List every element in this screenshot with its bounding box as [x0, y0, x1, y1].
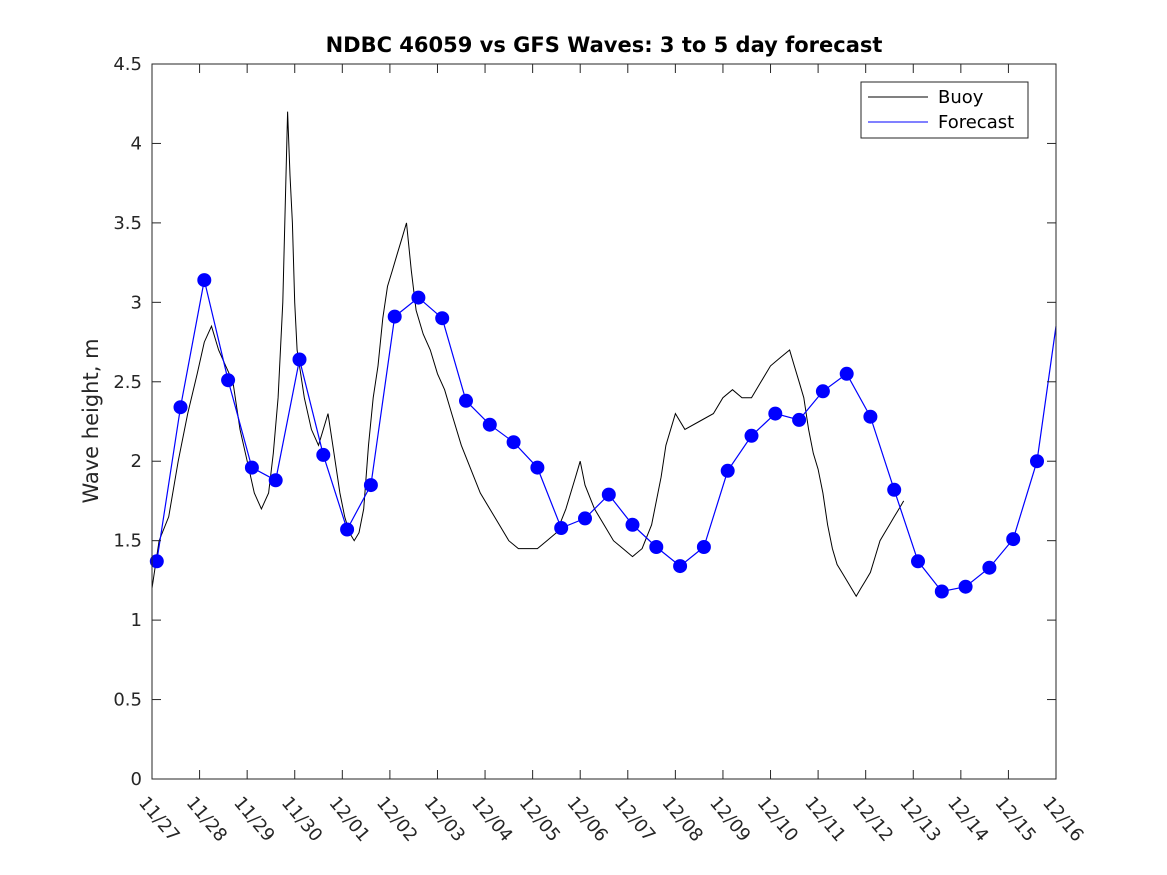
- forecast-point: [244, 460, 259, 475]
- chart-title: NDBC 46059 vs GFS Waves: 3 to 5 day fore…: [326, 33, 883, 57]
- forecast-point: [601, 487, 616, 502]
- y-tick-label: 1.5: [113, 531, 142, 552]
- forecast-point: [792, 412, 807, 427]
- x-tick-label: 12/12: [848, 793, 897, 846]
- y-tick-label: 1: [131, 610, 142, 631]
- forecast-point: [387, 309, 402, 324]
- y-tick-label: 4.5: [113, 54, 142, 75]
- forecast-point: [744, 428, 759, 443]
- forecast-point: [482, 417, 497, 432]
- forecast-point: [149, 554, 164, 569]
- forecast-point: [530, 460, 545, 475]
- x-tick-label: 12/09: [705, 793, 754, 846]
- x-tick-label: 12/07: [610, 793, 659, 846]
- forecast-point: [1030, 454, 1044, 469]
- forecast-point: [815, 384, 830, 399]
- series-layer: [149, 111, 1057, 599]
- forecast-point: [411, 290, 426, 305]
- forecast-point: [197, 273, 212, 288]
- legend-box: [860, 81, 1029, 139]
- x-tick-label: 12/05: [515, 793, 564, 846]
- x-tick-label: 12/15: [991, 793, 1040, 846]
- forecast-point: [839, 366, 854, 381]
- forecast-point: [982, 560, 997, 575]
- forecast-point: [673, 559, 688, 574]
- x-tick-label: 12/10: [753, 793, 802, 846]
- forecast-point: [363, 478, 378, 493]
- y-tick-label: 0: [131, 769, 142, 790]
- y-tick-label: 2: [131, 451, 142, 472]
- legend-label-buoy: Buoy: [938, 87, 984, 108]
- x-tick-label: 11/29: [229, 793, 278, 846]
- forecast-point: [268, 473, 283, 488]
- forecast-point: [173, 400, 188, 415]
- series-line-buoy: [151, 111, 905, 598]
- forecast-point: [934, 584, 949, 599]
- forecast-point: [506, 435, 521, 450]
- forecast-point: [696, 540, 711, 554]
- forecast-point: [1006, 532, 1021, 547]
- y-axis-label: Wave height, m: [79, 338, 103, 503]
- forecast-point: [768, 406, 783, 421]
- plot-frame: [151, 63, 1057, 780]
- forecast-point: [221, 373, 236, 388]
- x-tick-label: 11/28: [182, 793, 231, 846]
- forecast-point: [554, 521, 569, 535]
- x-tick-label: 12/08: [658, 793, 707, 846]
- x-tick-label: 12/06: [562, 793, 611, 846]
- forecast-point: [625, 517, 640, 532]
- y-tick-label: 2.5: [113, 372, 142, 393]
- forecast-point: [911, 554, 925, 569]
- x-tick-label: 12/02: [372, 793, 421, 846]
- x-tick-label: 12/11: [800, 793, 849, 846]
- x-tick-label: 12/03: [420, 793, 469, 846]
- x-tick-label: 12/01: [324, 793, 373, 846]
- y-tick-label: 3: [131, 292, 142, 313]
- legend: Buoy Forecast: [860, 81, 1029, 139]
- x-tick-label: 12/14: [943, 793, 992, 846]
- forecast-point: [340, 522, 355, 537]
- forecast-point: [649, 540, 664, 554]
- forecast-point: [958, 579, 973, 594]
- y-tick-label: 3.5: [113, 213, 142, 234]
- forecast-point: [435, 311, 450, 326]
- forecast-point: [459, 393, 473, 408]
- x-tick-label: 12/13: [895, 793, 944, 846]
- plot-background: [152, 64, 1056, 779]
- y-tick-label: 4: [131, 133, 142, 154]
- y-tick-label: 0.5: [113, 690, 142, 711]
- forecast-point: [292, 352, 307, 367]
- legend-label-forecast: Forecast: [938, 112, 1014, 133]
- forecast-point: [316, 447, 331, 462]
- forecast-point: [720, 463, 735, 478]
- x-tick-label: 12/04: [467, 793, 516, 846]
- forecast-point: [863, 409, 878, 424]
- forecast-point: [887, 482, 902, 497]
- forecast-point: [578, 511, 592, 526]
- x-tick-label: 11/30: [277, 793, 326, 846]
- x-tick-label: 11/27: [134, 793, 183, 846]
- x-tick-label: 12/16: [1038, 793, 1087, 846]
